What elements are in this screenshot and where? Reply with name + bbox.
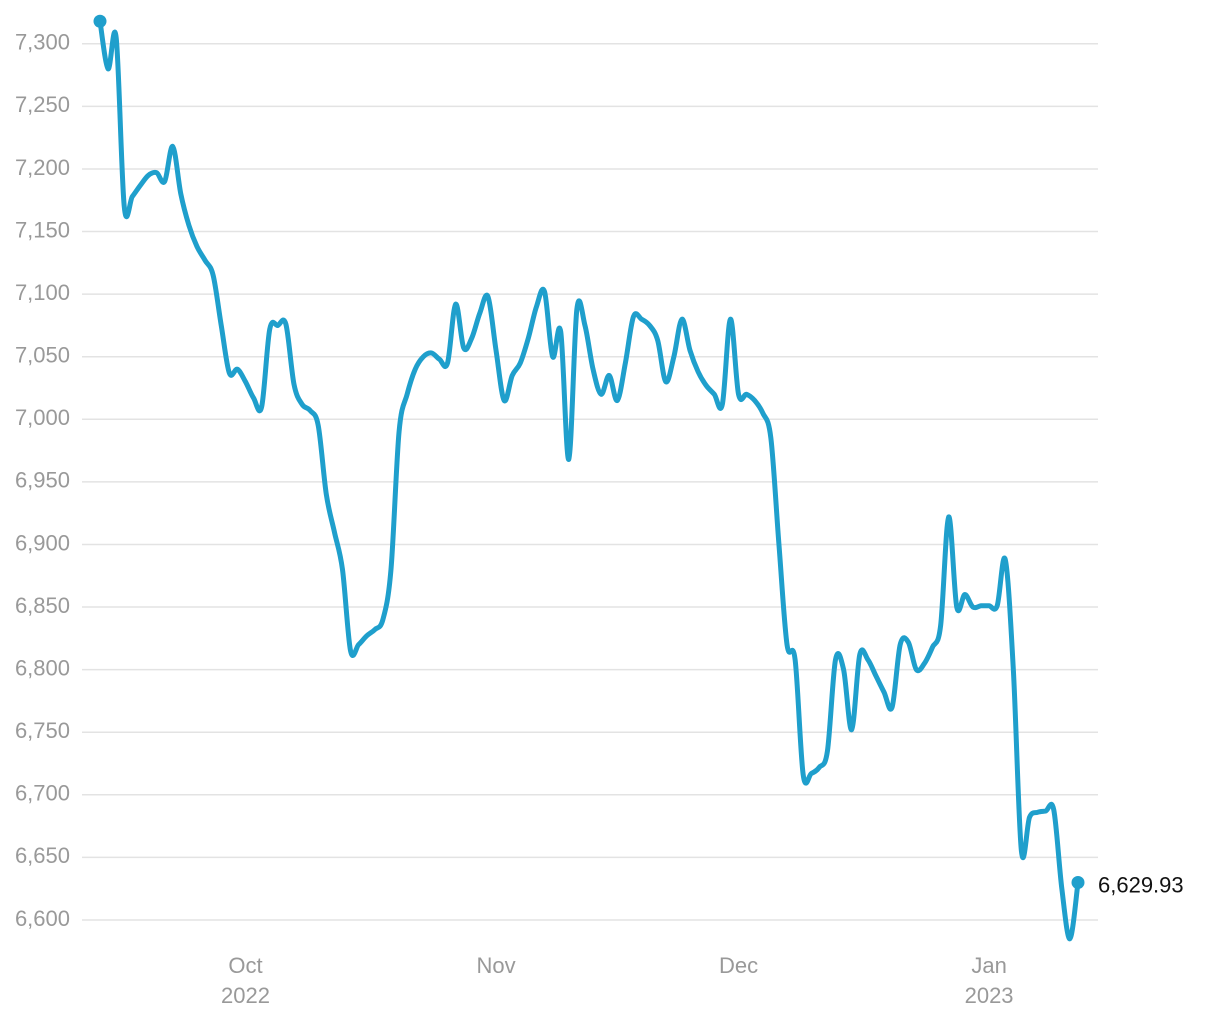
y-tick-label: 6,600 bbox=[15, 906, 70, 931]
y-tick-label: 7,250 bbox=[15, 92, 70, 117]
y-tick-label: 6,750 bbox=[15, 718, 70, 743]
x-tick-label: Oct 2022 bbox=[221, 953, 270, 1008]
y-tick-label: 6,800 bbox=[15, 655, 70, 680]
y-tick-label: 7,100 bbox=[15, 280, 70, 305]
y-tick-label: 7,150 bbox=[15, 217, 70, 242]
y-tick-label: 6,900 bbox=[15, 530, 70, 555]
y-tick-label: 7,300 bbox=[15, 30, 70, 55]
end-point bbox=[93, 14, 107, 28]
data-line bbox=[97, 20, 1081, 942]
y-tick-label: 6,950 bbox=[15, 468, 70, 493]
y-tick-label: 7,200 bbox=[15, 155, 70, 180]
y-tick-label: 6,850 bbox=[15, 593, 70, 618]
x-tick-label: Dec bbox=[718, 953, 759, 978]
y-tick-label: 7,050 bbox=[15, 343, 70, 368]
y-tick-label: 6,700 bbox=[15, 781, 70, 806]
y-tick-label: 7,000 bbox=[15, 405, 70, 430]
value-label: 6,629.93 bbox=[1098, 872, 1184, 897]
y-tick-label: 6,650 bbox=[15, 843, 70, 868]
x-tick-label: Jan 2023 bbox=[964, 953, 1014, 1008]
x-tick-label: Nov bbox=[476, 953, 516, 978]
end-point bbox=[1071, 876, 1085, 890]
